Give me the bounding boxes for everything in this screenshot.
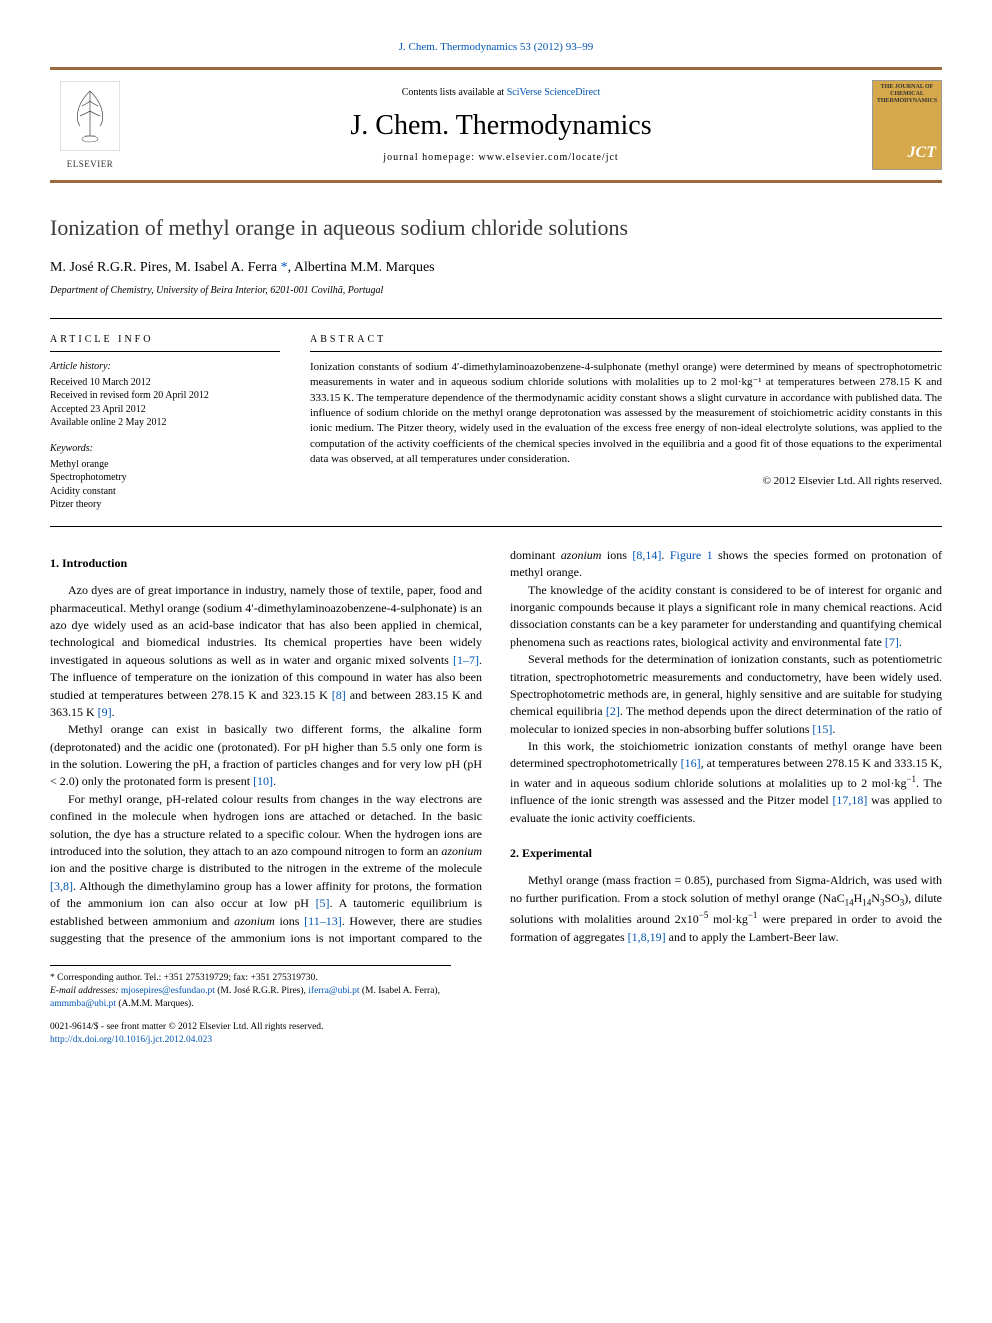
history-item: Received in revised form 20 April 2012 [50,389,280,403]
ref-link[interactable]: [16] [681,756,701,770]
ref-link[interactable]: [3,8] [50,879,73,893]
ref-link[interactable]: [7] [885,635,899,649]
body-paragraph: The knowledge of the acidity constant is… [510,582,942,652]
history-item: Accepted 23 April 2012 [50,403,280,417]
body-paragraph: Azo dyes are of great importance in indu… [50,582,482,721]
ref-link[interactable]: [1,8,19] [628,930,666,944]
article-info: ARTICLE INFO Article history: Received 1… [50,333,280,512]
footnotes: * Corresponding author. Tel.: +351 27531… [50,965,451,1010]
history-item: Received 10 March 2012 [50,376,280,390]
email-link[interactable]: iferra@ubi.pt [308,986,359,996]
abstract-copyright: © 2012 Elsevier Ltd. All rights reserved… [310,474,942,489]
corresponding-note: * Corresponding author. Tel.: +351 27531… [50,972,451,985]
email-link[interactable]: ammmba@ubi.pt [50,999,116,1009]
ref-link[interactable]: [1–7] [453,653,479,667]
doi-link[interactable]: http://dx.doi.org/10.1016/j.jct.2012.04.… [50,1035,212,1045]
body-columns: 1. Introduction Azo dyes are of great im… [50,547,942,948]
info-abstract-block: ARTICLE INFO Article history: Received 1… [50,318,942,527]
ref-link[interactable]: [11–13] [304,914,342,928]
sciencedirect-link[interactable]: SciVerse ScienceDirect [507,87,601,98]
keyword-item: Spectrophotometry [50,471,280,485]
citation-link[interactable]: J. Chem. Thermodynamics 53 (2012) 93–99 [399,41,593,53]
header-citation: J. Chem. Thermodynamics 53 (2012) 93–99 [50,40,942,55]
corresponding-marker[interactable]: * [281,260,288,275]
ref-link[interactable]: [10] [253,774,273,788]
ref-link[interactable]: [15] [812,722,832,736]
keywords-label: Keywords: [50,442,280,456]
contents-label: Contents lists available at [402,87,504,98]
ref-link[interactable]: [17,18] [832,793,867,807]
journal-name: J. Chem. Thermodynamics [130,106,872,145]
figure-link[interactable]: Figure 1 [670,548,713,562]
journal-banner: ELSEVIER Contents lists available at Sci… [50,67,942,183]
email-addresses: E-mail addresses: mjosepires@esfundao.pt… [50,985,451,1011]
article-info-heading: ARTICLE INFO [50,333,280,352]
homepage-link[interactable]: www.elsevier.com/locate/jct [479,152,619,163]
keyword-item: Acidity constant [50,485,280,499]
ref-link[interactable]: [5] [316,896,330,910]
journal-homepage: journal homepage: www.elsevier.com/locat… [130,151,872,165]
keyword-item: Methyl orange [50,458,280,472]
article-title: Ionization of methyl orange in aqueous s… [50,213,942,244]
cover-jct-label: JCT [908,142,936,164]
elsevier-logo[interactable]: ELSEVIER [50,81,130,171]
ref-link[interactable]: [8,14] [632,548,661,562]
elsevier-label: ELSEVIER [50,158,130,171]
body-paragraph: Methyl orange can exist in basically two… [50,721,482,791]
affiliation: Department of Chemistry, University of B… [50,284,942,298]
bottom-bar: 0021-9614/$ - see front matter © 2012 El… [50,1021,942,1048]
email-link[interactable]: mjosepires@esfundao.pt [121,986,215,996]
email-name: (A.M.M. Marques). [116,999,194,1009]
journal-cover[interactable]: THE JOURNAL OF CHEMICAL THERMODYNAMICS J… [872,80,942,170]
email-name: (M. Isabel A. Ferra), [360,986,440,996]
ref-link[interactable]: [2] [606,704,620,718]
author-3: Albertina M.M. Marques [294,260,435,275]
author-2: M. Isabel A. Ferra [175,260,281,275]
email-name: (M. José R.G.R. Pires), [215,986,308,996]
ref-link[interactable]: [9] [98,705,112,719]
front-matter: 0021-9614/$ - see front matter © 2012 El… [50,1021,942,1034]
abstract-text: Ionization constants of sodium 4′-dimeth… [310,360,942,468]
history-item: Available online 2 May 2012 [50,416,280,430]
keyword-item: Pitzer theory [50,498,280,512]
ref-link[interactable]: [8] [332,688,346,702]
homepage-label: journal homepage: [383,152,475,163]
contents-list: Contents lists available at SciVerse Sci… [130,86,872,100]
authors: M. José R.G.R. Pires, M. Isabel A. Ferra… [50,258,942,278]
intro-heading: 1. Introduction [50,555,482,572]
body-paragraph: In this work, the stoichiometric ionizat… [510,738,942,827]
author-1: M. José R.G.R. Pires, [50,260,175,275]
elsevier-tree-icon [60,81,120,151]
abstract-heading: ABSTRACT [310,333,942,352]
abstract: ABSTRACT Ionization constants of sodium … [310,333,942,512]
body-paragraph: Several methods for the determination of… [510,651,942,738]
emails-label: E-mail addresses: [50,986,119,996]
experimental-heading: 2. Experimental [510,845,942,862]
cover-title: THE JOURNAL OF CHEMICAL THERMODYNAMICS [876,84,938,104]
body-paragraph: Methyl orange (mass fraction = 0.85), pu… [510,872,942,946]
history-label: Article history: [50,360,280,374]
journal-center: Contents lists available at SciVerse Sci… [130,86,872,165]
